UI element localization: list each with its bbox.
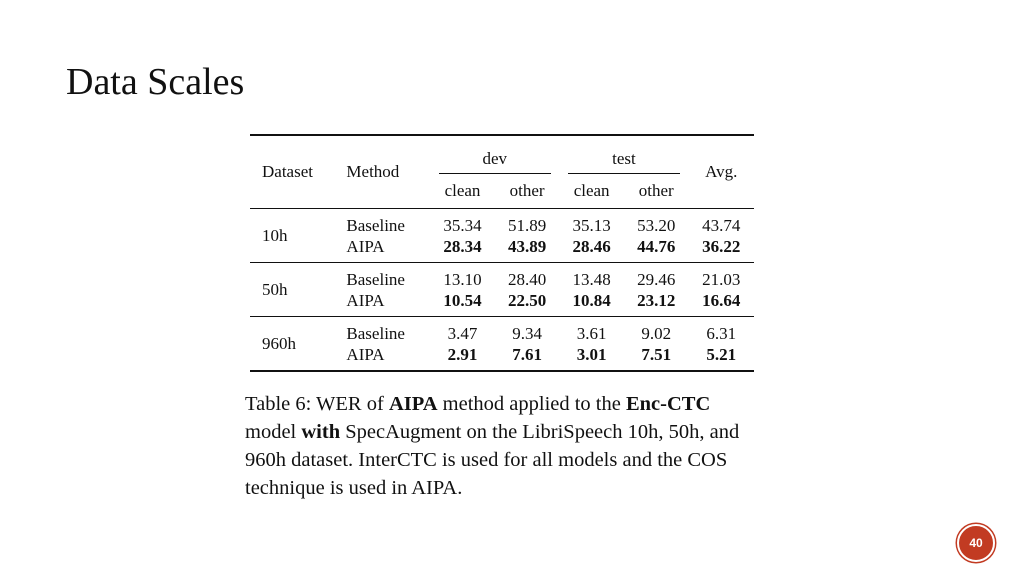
value-aipa: 28.34	[443, 236, 482, 256]
value-baseline: 3.47	[447, 323, 478, 343]
method-baseline: Baseline	[346, 269, 405, 289]
value-baseline: 9.34	[512, 323, 542, 343]
avg-cell: 6.31 5.21	[688, 317, 754, 372]
dev-other-cell: 9.34 7.61	[495, 317, 560, 372]
value-baseline: 35.34	[443, 215, 482, 235]
method-cell: Baseline AIPA	[346, 263, 430, 317]
results-table: Dataset Method dev test Avg. clean other…	[250, 134, 754, 372]
header-dev-group: dev	[430, 135, 559, 174]
value-baseline: 53.20	[637, 215, 676, 235]
method-cell: Baseline AIPA	[346, 209, 430, 263]
page-number: 40	[969, 536, 983, 550]
value-baseline: 28.40	[507, 269, 547, 289]
method-cell: Baseline AIPA	[346, 317, 430, 372]
value-aipa: 16.64	[702, 290, 741, 310]
test-clean-cell: 35.13 28.46	[559, 209, 624, 263]
header-method: Method	[346, 162, 400, 181]
dev-clean-cell: 35.34 28.34	[430, 209, 495, 263]
dataset-cell: 960h	[262, 333, 296, 353]
value-baseline: 51.89	[507, 215, 547, 235]
header-avg: Avg.	[705, 162, 738, 181]
caption-text: Table 6: WER of	[245, 393, 389, 415]
caption-bold-aipa: AIPA	[388, 393, 438, 415]
caption-text: model	[245, 421, 302, 443]
caption-bold-enc-ctc: Enc-CTC	[625, 393, 711, 415]
header-test-other: other	[638, 181, 674, 200]
dataset-cell: 10h	[262, 225, 288, 245]
method-aipa: AIPA	[346, 236, 385, 256]
dataset-cell: 50h	[262, 279, 288, 299]
value-aipa: 7.51	[641, 344, 672, 364]
table-row: 10h Baseline AIPA 35.34 28.34 51.89 43.89 3…	[250, 208, 754, 263]
header-test-group: test	[559, 135, 688, 174]
value-aipa: 5.21	[706, 344, 737, 364]
header-dev-clean: clean	[444, 181, 481, 200]
value-aipa: 36.22	[702, 236, 741, 256]
header-test-clean: clean	[573, 181, 610, 200]
dev-other-cell: 28.40 22.50	[495, 263, 560, 317]
table-row: 960h Baseline AIPA 3.47 2.91 9.34 7.61 3.61…	[250, 316, 754, 372]
header-dataset: Dataset	[262, 162, 313, 181]
value-aipa: 44.76	[637, 236, 676, 256]
value-baseline: 6.31	[706, 323, 737, 343]
avg-cell: 21.03 16.64	[688, 263, 754, 317]
value-baseline: 21.03	[702, 269, 741, 289]
method-aipa: AIPA	[346, 290, 385, 310]
value-baseline: 3.61	[576, 323, 607, 343]
value-aipa: 22.50	[507, 290, 547, 310]
value-aipa: 23.12	[637, 290, 676, 310]
test-clean-cell: 3.61 3.01	[559, 317, 624, 372]
value-aipa: 7.61	[512, 344, 542, 364]
page-number-badge: 40	[957, 524, 995, 562]
dev-other-cell: 51.89 43.89	[495, 209, 560, 263]
avg-cell: 43.74 36.22	[688, 209, 754, 263]
caption-bold-with: with	[301, 421, 341, 443]
value-baseline: 13.48	[572, 269, 611, 289]
table-caption: Table 6: WER of AIPA method applied to t…	[245, 390, 765, 502]
dev-clean-cell: 13.10 10.54	[430, 263, 495, 317]
method-aipa: AIPA	[346, 344, 385, 364]
value-aipa: 43.89	[507, 236, 547, 256]
value-baseline: 43.74	[702, 215, 741, 235]
value-aipa: 10.54	[443, 290, 482, 310]
header-dev-other: other	[509, 181, 545, 200]
dev-clean-cell: 3.47 2.91	[430, 317, 495, 372]
test-other-cell: 29.46 23.12	[624, 263, 689, 317]
value-baseline: 13.10	[443, 269, 482, 289]
value-baseline: 35.13	[572, 215, 611, 235]
value-baseline: 29.46	[637, 269, 676, 289]
caption-text: method applied to the	[437, 393, 626, 415]
table-row: 50h Baseline AIPA 13.10 10.54 28.40 22.50 1…	[250, 262, 754, 317]
value-aipa: 28.46	[572, 236, 611, 256]
caption-text: SpecAugment on the LibriSpeech 10h, 50h,…	[245, 421, 740, 499]
value-aipa: 10.84	[572, 290, 611, 310]
header-test: test	[567, 149, 680, 174]
test-clean-cell: 13.48 10.84	[559, 263, 624, 317]
test-other-cell: 9.02 7.51	[624, 317, 689, 372]
method-baseline: Baseline	[346, 215, 405, 235]
header-dev: dev	[438, 149, 551, 174]
method-baseline: Baseline	[346, 323, 405, 343]
slide-title: Data Scales	[66, 61, 245, 103]
value-baseline: 9.02	[641, 323, 672, 343]
value-aipa: 2.91	[447, 344, 478, 364]
value-aipa: 3.01	[576, 344, 607, 364]
test-other-cell: 53.20 44.76	[624, 209, 689, 263]
